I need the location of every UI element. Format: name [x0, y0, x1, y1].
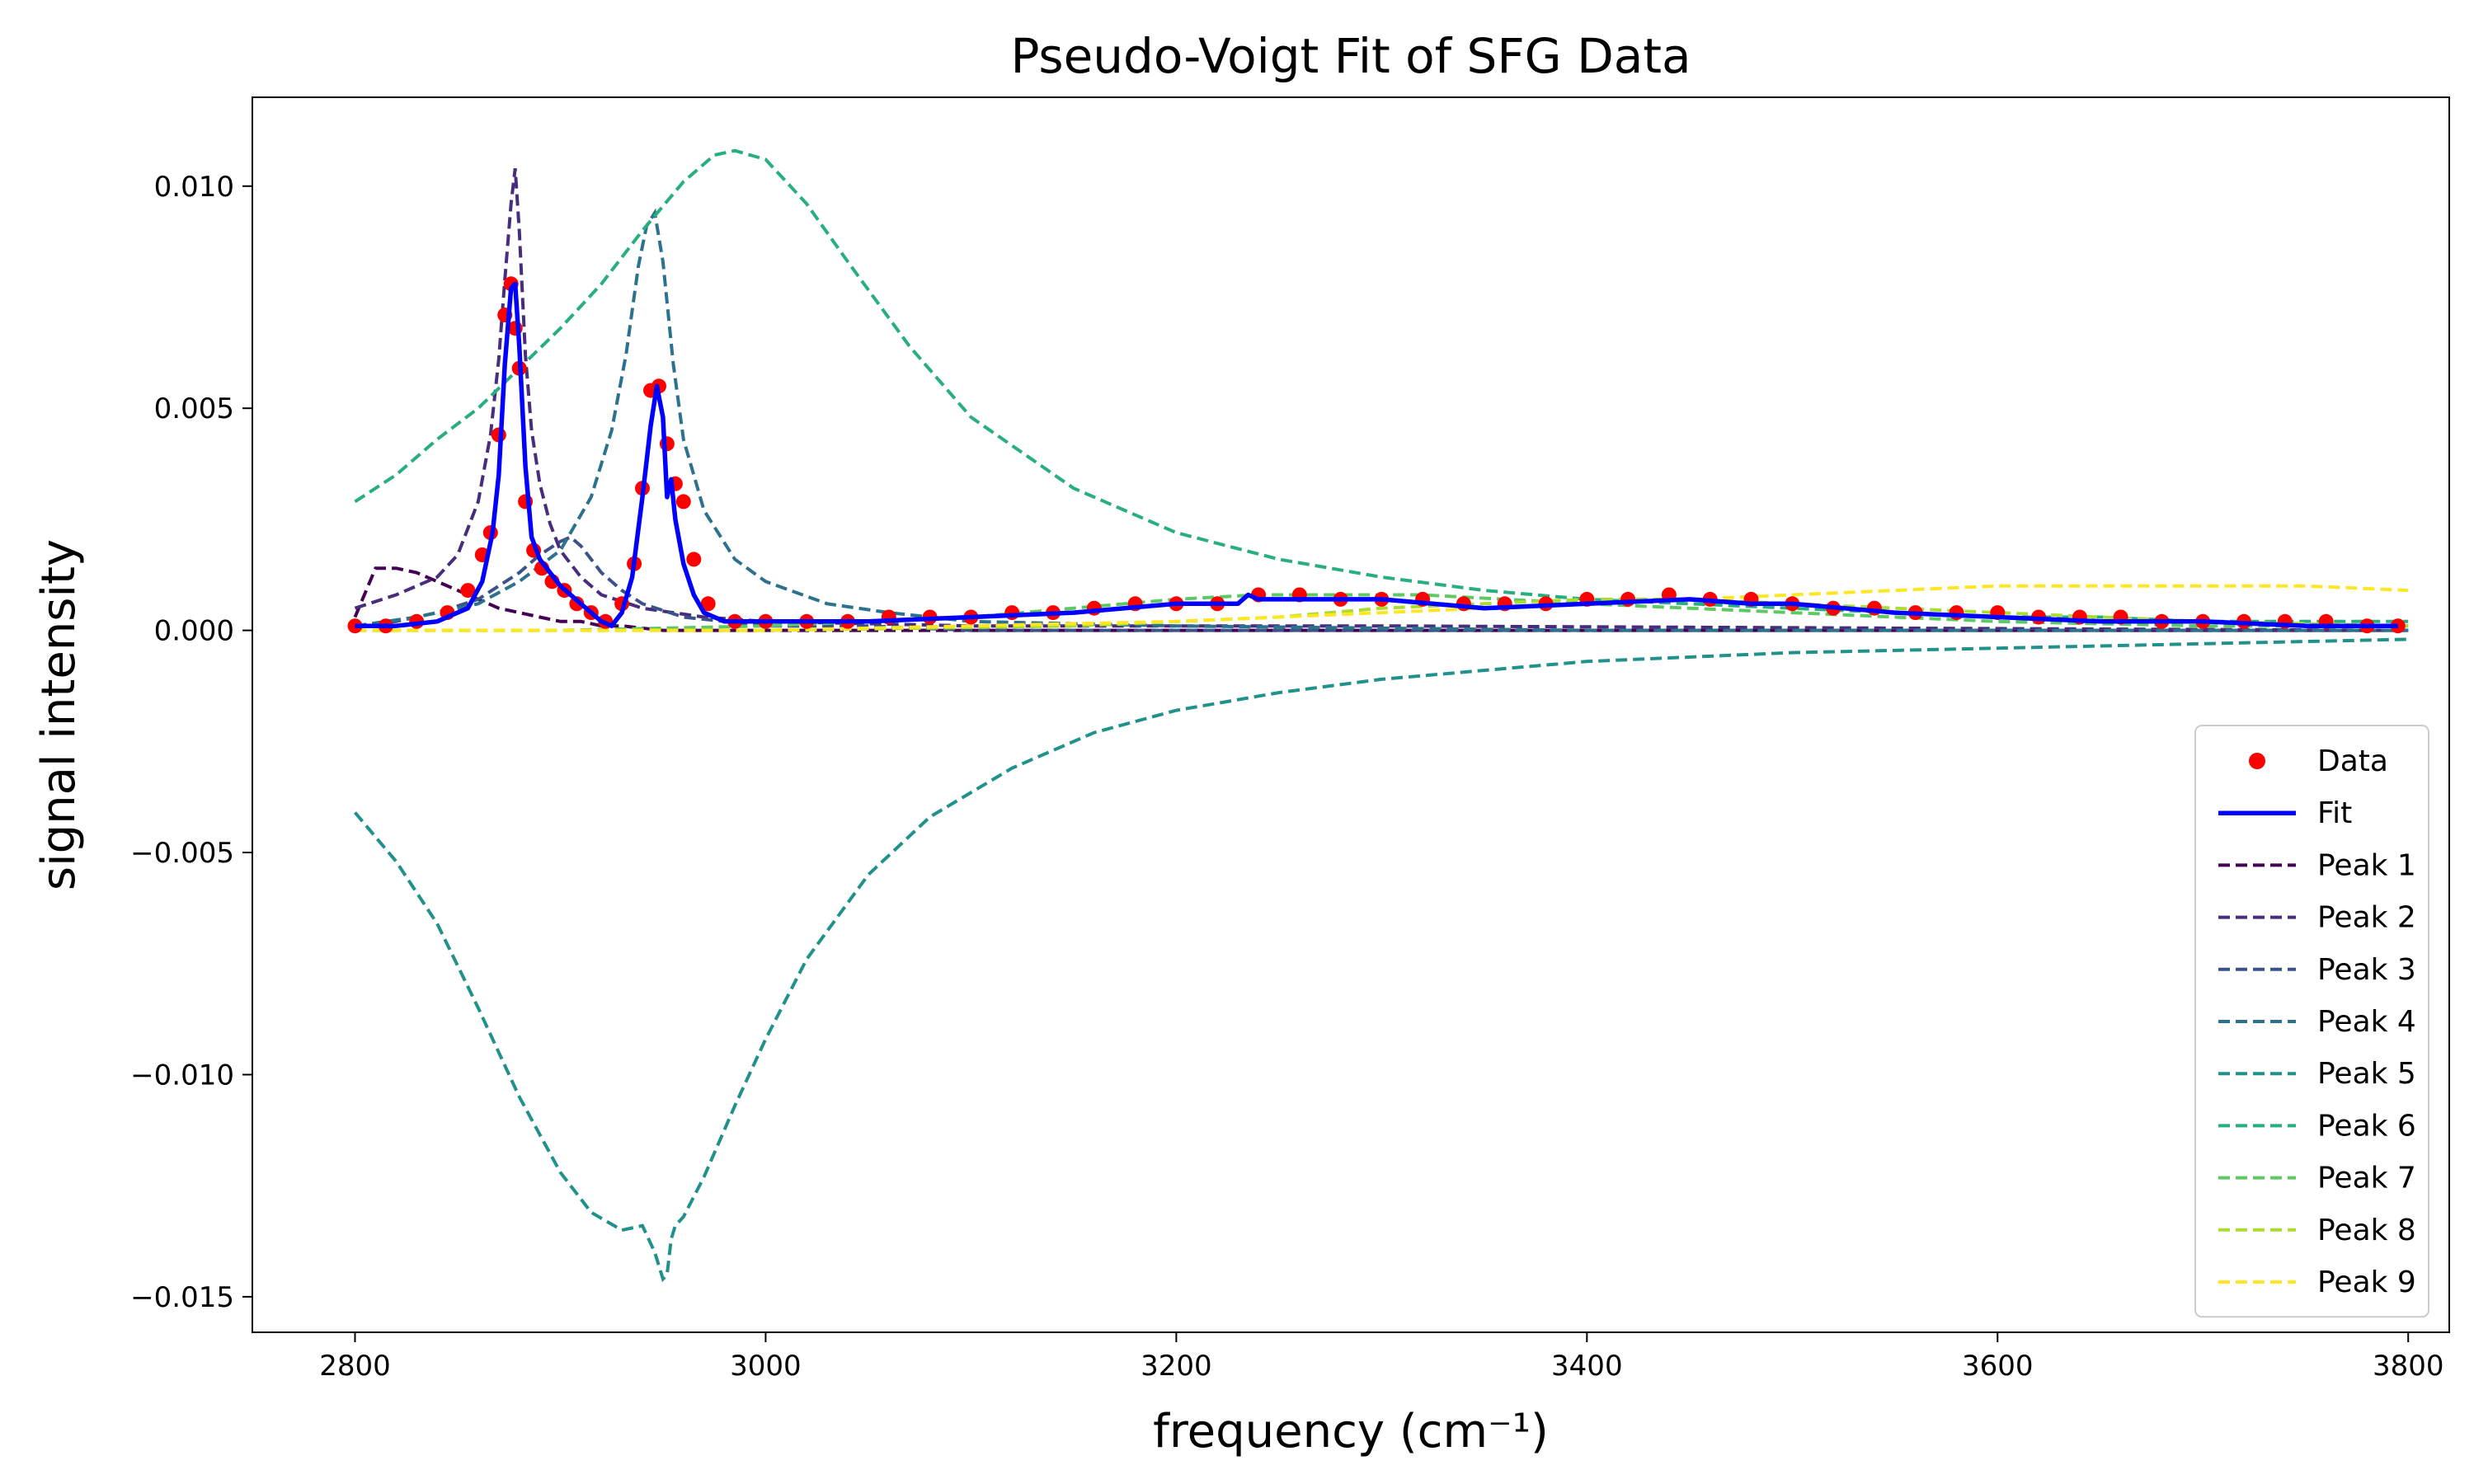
y-tick-label: 0.005: [154, 392, 234, 425]
legend-label-peak-4: Peak 4: [2317, 1005, 2416, 1039]
data-point: [1949, 605, 1964, 621]
legend-label-peak-1: Peak 1: [2317, 848, 2416, 882]
y-axis-label: signal intensity: [32, 539, 86, 890]
legend-label-data: Data: [2317, 744, 2388, 778]
y-tick-label: 0.010: [154, 171, 234, 204]
data-point: [460, 583, 476, 599]
legend-label-peak-8: Peak 8: [2317, 1214, 2416, 1247]
x-tick-label: 2800: [319, 1350, 391, 1383]
peak-3-line: [355, 535, 2409, 632]
data-point: [1620, 591, 1636, 607]
legend-label-peak-6: Peak 6: [2317, 1109, 2416, 1143]
data-point: [675, 494, 691, 510]
x-tick-label: 3600: [1962, 1350, 2034, 1383]
y-tick-label: −0.005: [130, 837, 234, 870]
y-tick-label: −0.010: [130, 1059, 234, 1092]
data-point: [1004, 605, 1020, 621]
chart-title: Pseudo-Voigt Fit of SFG Data: [1010, 28, 1691, 84]
legend-label-peak-3: Peak 3: [2317, 953, 2416, 987]
x-tick-label: 3200: [1141, 1350, 1212, 1383]
x-tick-label: 3400: [1551, 1350, 1623, 1383]
data-point: [686, 552, 702, 567]
legend-box: [2194, 725, 2429, 1318]
x-axis: 2800 3000 3200 3400 3600 3800: [319, 1332, 2443, 1383]
legend-label-peak-5: Peak 5: [2317, 1057, 2416, 1091]
y-axis: 0.010 0.005 0.000 −0.005 −0.010 −0.015: [130, 171, 252, 1314]
legend-label-peak-2: Peak 2: [2317, 901, 2416, 935]
legend-label-peak-7: Peak 7: [2317, 1162, 2416, 1195]
fit-line: [355, 281, 2398, 628]
plot-area: [252, 97, 2449, 1332]
peak-4-line: [355, 208, 2409, 632]
series-layer: [347, 148, 2409, 1283]
legend-label-fit: Fit: [2317, 796, 2352, 830]
legend: Data Fit Peak 1 Peak 2 Peak 3 Peak 4 Peak 5 Pea…: [2194, 725, 2429, 1318]
legend-swatch-data: [2249, 753, 2265, 769]
plot-frame: [252, 96, 2450, 1333]
data-point: [700, 596, 716, 612]
x-axis-label: frequency (cm⁻¹): [1153, 1405, 1549, 1458]
y-tick-label: 0.000: [154, 615, 234, 648]
peak-5-line: [353, 637, 2409, 1283]
y-tick-label: −0.015: [130, 1281, 234, 1314]
x-tick-label: 3800: [2373, 1350, 2444, 1383]
x-tick-label: 3000: [730, 1350, 802, 1383]
legend-label-peak-9: Peak 9: [2317, 1266, 2416, 1299]
data-point: [569, 596, 585, 612]
